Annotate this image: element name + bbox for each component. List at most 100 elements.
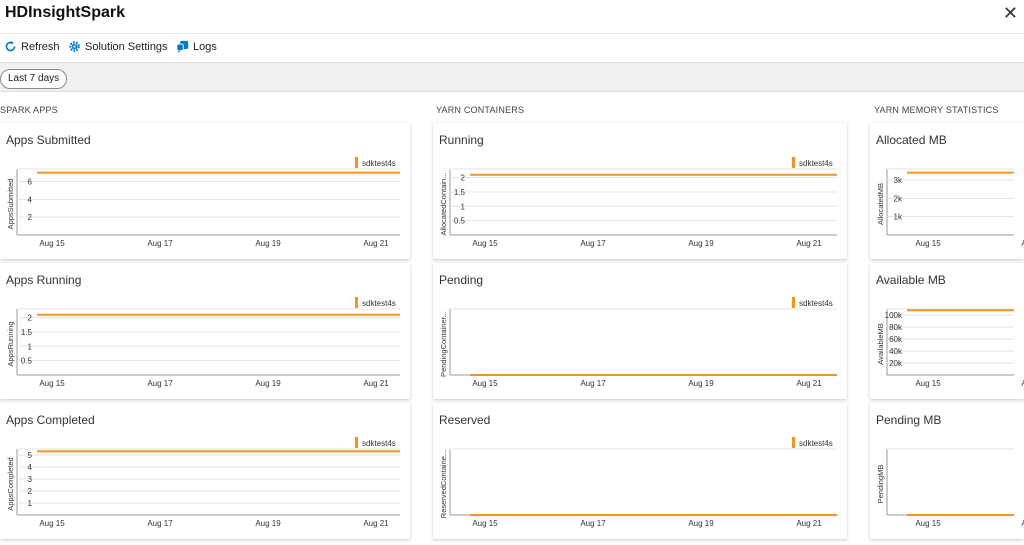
x-tick-label: Aug 21 <box>363 519 389 528</box>
y-tick-label: 1.5 <box>21 328 33 337</box>
x-tick-label: Aug 17 <box>580 239 606 248</box>
chart-title: Allocated MB <box>876 133 947 147</box>
y-tick-label: 5 <box>28 451 33 460</box>
toolbar: Refresh Solution Settings Logs <box>0 35 1024 62</box>
solution-settings-label: Solution Settings <box>85 40 168 53</box>
x-tick-label: Aug 17 <box>580 379 606 388</box>
legend-label: sdktest4s <box>362 439 396 448</box>
y-tick-label: 100k <box>885 311 903 320</box>
x-tick-label: Aug 21 <box>363 379 389 388</box>
x-tick-label: Aug 17 <box>147 379 173 388</box>
x-tick-label: Aug 19 <box>688 379 714 388</box>
x-tick-label: A <box>1021 519 1024 528</box>
line-chart: sdktest4s AppsRunning 2 1.5 1 0.5 Aug 15 Aug 17… <box>6 297 400 388</box>
app-title: HDInsightSpark <box>5 4 126 21</box>
x-tick-label: Aug 15 <box>39 239 65 248</box>
close-icon[interactable]: ✕ <box>1002 3 1018 23</box>
y-tick-label: 40k <box>889 347 903 356</box>
legend-swatch <box>792 157 795 168</box>
y-tick-label: 1 <box>28 499 33 508</box>
chart-card[interactable]: Pending sdktest4s PendingContainer... Aug 1… <box>433 263 847 399</box>
y-axis-title: AppsCompleted <box>6 457 15 510</box>
section-title-yarn-containers: YARN CONTAINERS <box>436 105 525 115</box>
x-tick-label: Aug 15 <box>39 379 65 388</box>
refresh-button[interactable]: Refresh <box>4 40 60 53</box>
chart-title: Apps Submitted <box>6 133 91 147</box>
line-chart: AllocatedMB 3k 2k 1k Aug 15 A <box>876 168 1024 248</box>
section-title-yarn-memory: YARN MEMORY STATISTICS <box>874 105 999 115</box>
x-tick-label: Aug 19 <box>255 239 281 248</box>
filter-bar: Last 7 days <box>0 62 1024 92</box>
legend-label: sdktest4s <box>362 159 396 168</box>
legend-label: sdktest4s <box>799 299 833 308</box>
solution-settings-button[interactable]: Solution Settings <box>68 40 168 53</box>
refresh-icon <box>5 40 16 52</box>
chart-card[interactable]: Apps Running sdktest4s AppsRunning 2 1.5 1 0.5… <box>0 263 410 399</box>
y-tick-label: 2k <box>894 194 903 203</box>
section-title-spark-apps: SPARK APPS <box>0 105 58 115</box>
y-axis-title: AllocatedContain... <box>439 173 448 236</box>
x-tick-label: Aug 21 <box>796 239 822 248</box>
time-range-filter[interactable]: Last 7 days <box>0 69 68 89</box>
y-tick-label: 0.5 <box>21 357 33 366</box>
legend-swatch <box>792 297 795 308</box>
chart-card[interactable]: Allocated MB AllocatedMB 3k 2k 1k Aug 15 A <box>870 123 1024 259</box>
chart-title: Apps Running <box>6 273 82 287</box>
y-axis-title: AppsSubmitted <box>6 179 15 230</box>
x-tick-label: Aug 15 <box>915 239 941 248</box>
line-chart: sdktest4s AppsCompleted 5 4 3 2 1 Aug 15 Aug 17 A… <box>6 437 400 528</box>
x-tick-label: Aug 17 <box>147 239 173 248</box>
chart-title: Reserved <box>439 413 491 427</box>
line-chart: sdktest4s AllocatedContain... 2 1.5 1 0.5 Aug … <box>439 157 837 248</box>
x-tick-label: Aug 15 <box>472 519 498 528</box>
y-axis-title: ReservedContaine... <box>439 450 448 518</box>
y-tick-label: 1.5 <box>454 188 466 197</box>
chart-card[interactable]: Running sdktest4s AllocatedContain... 2 1.5 1… <box>433 123 847 259</box>
y-tick-label: 2 <box>461 174 466 183</box>
x-tick-label: Aug 15 <box>915 519 941 528</box>
logs-icon <box>176 40 189 53</box>
gear-icon <box>69 41 80 52</box>
y-axis-title: AvailableMB <box>876 323 885 365</box>
chart-card[interactable]: Reserved sdktest4s ReservedContaine... Aug … <box>433 403 847 539</box>
legend-label: sdktest4s <box>362 299 396 308</box>
y-tick-label: 80k <box>889 323 903 332</box>
y-tick-label: 0.5 <box>454 217 466 226</box>
x-tick-label: Aug 15 <box>472 379 498 388</box>
y-tick-label: 20k <box>889 359 903 368</box>
legend-label: sdktest4s <box>799 439 833 448</box>
x-tick-label: A <box>1021 379 1024 388</box>
chart-card[interactable]: Apps Submitted sdktest4s AppsSubmitted 6 4 2 A… <box>0 123 410 259</box>
chart-card[interactable]: Available MB AvailableMB 100k 80k 60k 40k 20k A… <box>870 263 1024 399</box>
line-chart: PendingMB Aug 15 A <box>876 448 1024 528</box>
y-tick-label: 1k <box>894 213 903 222</box>
chart-title: Pending <box>439 273 484 287</box>
x-tick-label: Aug 21 <box>796 519 822 528</box>
y-axis-title: AllocatedMB <box>876 183 885 225</box>
y-tick-label: 2 <box>28 314 33 323</box>
y-tick-label: 4 <box>28 463 33 472</box>
y-tick-label: 1 <box>28 342 33 351</box>
y-tick-label: 2 <box>28 213 33 222</box>
legend-label: sdktest4s <box>799 159 833 168</box>
x-tick-label: Aug 19 <box>255 519 281 528</box>
x-tick-label: Aug 19 <box>688 519 714 528</box>
logs-button[interactable]: Logs <box>176 40 217 53</box>
line-chart: sdktest4s ReservedContaine... Aug 15 Aug 17… <box>439 437 837 528</box>
y-tick-label: 1 <box>461 202 466 211</box>
y-tick-label: 60k <box>889 335 903 344</box>
refresh-label: Refresh <box>21 40 60 53</box>
chart-title: Apps Completed <box>6 413 95 427</box>
logs-label: Logs <box>193 40 217 53</box>
legend-swatch <box>355 157 358 168</box>
chart-card[interactable]: Pending MB PendingMB Aug 15 A <box>870 403 1024 539</box>
x-tick-label: Aug 17 <box>580 519 606 528</box>
y-tick-label: 2 <box>28 487 33 496</box>
y-tick-label: 3k <box>894 176 903 185</box>
chart-title: Running <box>439 133 484 147</box>
legend-swatch <box>355 437 358 448</box>
line-chart: sdktest4s PendingContainer... Aug 15 Aug 17… <box>439 297 837 388</box>
y-axis-title: AppsRunning <box>6 321 15 366</box>
chart-card[interactable]: Apps Completed sdktest4s AppsCompleted 5 4 3 2… <box>0 403 410 539</box>
x-tick-label: Aug 15 <box>915 379 941 388</box>
